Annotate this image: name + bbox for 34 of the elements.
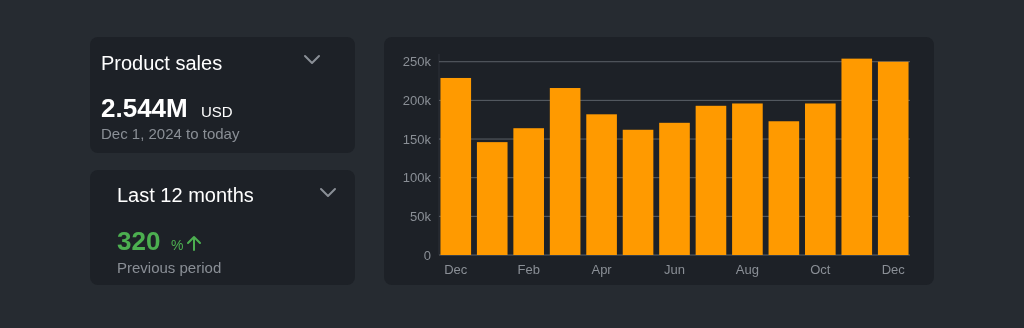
y-tick-label: 150k (402, 131, 432, 147)
x-tick-label: Jun (664, 262, 685, 277)
bar (732, 103, 763, 255)
bar (476, 142, 508, 255)
x-tick-label: Oct (810, 262, 831, 277)
bar (805, 103, 836, 255)
x-tick-label: Aug (735, 262, 759, 277)
text: USD (201, 103, 233, 120)
text: Dec 1, 2024 to today (101, 125, 240, 142)
y-tick-label: 200k (402, 92, 432, 108)
text: 320 (117, 226, 161, 256)
bar (622, 129, 654, 255)
bar (440, 77, 472, 255)
y-tick-label: 50k (410, 208, 432, 224)
bar (768, 121, 800, 255)
text: Last 12 months (117, 184, 254, 206)
x-tick-label: Dec (444, 262, 468, 277)
bar (549, 88, 581, 255)
bar (877, 61, 909, 255)
text: Previous period (117, 259, 222, 276)
y-tick-label: 100k (402, 170, 432, 186)
bar (841, 58, 873, 255)
bar (586, 114, 617, 255)
bar (695, 105, 727, 255)
y-tick-label: 0 (423, 247, 431, 263)
text: 2.544M (101, 93, 188, 123)
x-tick-label: Dec (881, 262, 906, 277)
text: % (171, 237, 184, 253)
x-tick-label: Feb (517, 262, 540, 277)
bar (513, 128, 544, 255)
y-tick-label: 250k (402, 54, 432, 70)
x-tick-label: Apr (591, 262, 613, 277)
text: Product sales (101, 52, 223, 74)
bar (659, 122, 690, 255)
